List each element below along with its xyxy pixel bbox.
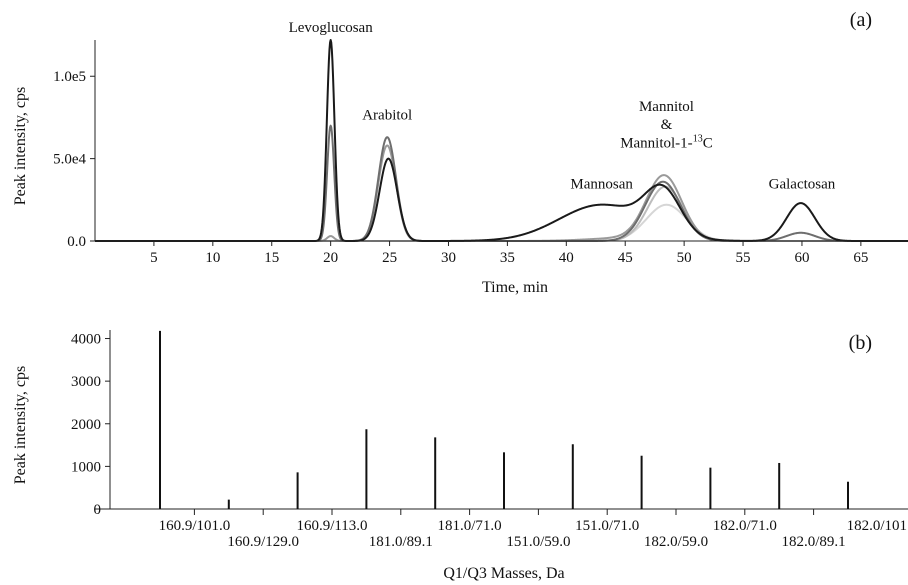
category-label: 181.0/89.1 [369, 534, 433, 550]
y-tick-label: 0.0 [67, 234, 86, 250]
x-tick-label: 35 [500, 250, 515, 266]
peak-label: Levoglucosan [289, 20, 374, 36]
peak-label: Mannosan [570, 177, 633, 193]
chromatogram-trace [94, 39, 908, 242]
x-axis-title-b: Q1/Q3 Masses, Da [443, 565, 564, 582]
category-label: 151.0/59.0 [506, 534, 570, 550]
bar-group [159, 330, 849, 509]
x-tick-label: 45 [618, 250, 633, 266]
chromatogram-axes: 5 10 15 20 25 30 35 40 45 50 55 60 65 0.0 5.0e4 1.0e5 [53, 40, 908, 266]
panel-label-a: (a) [850, 9, 872, 31]
category-labels: 160.9/101.0160.9/129.0160.9/113.0181.0/8… [159, 518, 908, 550]
x-tick-label: 55 [736, 250, 751, 266]
chromatogram-series-group [94, 39, 908, 242]
y-axis-title-a: Peak intensity, cps [12, 87, 29, 206]
x-tick-label: 40 [559, 250, 574, 266]
category-label: 181.0/71.0 [438, 518, 502, 534]
category-label: 160.9/113.0 [296, 518, 367, 534]
y-tick-label: 1000 [71, 459, 101, 475]
chromatogram-trace [94, 185, 908, 242]
category-label: 182.0/101.0 [847, 518, 908, 534]
chromatogram-trace [94, 144, 908, 242]
y-tick-label: 0 [94, 502, 102, 518]
peak-label: Mannitol [639, 99, 694, 115]
panel-label-b: (b) [849, 332, 872, 354]
y-axis-title-b: Peak intensity, cps [12, 366, 29, 485]
x-tick-label: 60 [794, 250, 809, 266]
category-label: 160.9/129.0 [227, 534, 299, 550]
peak-label: Galactosan [769, 177, 836, 193]
category-label: 151.0/71.0 [575, 518, 639, 534]
x-tick-label: 5 [150, 250, 158, 266]
peak-label: Mannitol-1-13C [620, 133, 713, 151]
chromatogram-panel: 5 10 15 20 25 30 35 40 45 50 55 60 65 0.0 5.0e4 1.0e5 L… [12, 9, 908, 296]
y-tick-label: 4000 [71, 332, 101, 348]
y-tick-label: 2000 [71, 417, 101, 433]
mrm-bar-panel: 0 1000 2000 3000 4000 160.9/101.0160.9/129.0… [12, 330, 908, 582]
x-tick-label: 15 [264, 250, 279, 266]
x-tick-label: 20 [323, 250, 338, 266]
x-axis-title-a: Time, min [482, 279, 548, 296]
y-tick-label: 5.0e4 [53, 152, 86, 168]
x-tick-label: 10 [205, 250, 220, 266]
category-label: 182.0/89.1 [782, 534, 846, 550]
peak-label: & [661, 117, 673, 133]
y-tick-label: 3000 [71, 374, 101, 390]
category-label: 160.9/101.0 [159, 518, 231, 534]
x-tick-label: 25 [382, 250, 397, 266]
x-tick-label: 30 [441, 250, 456, 266]
x-tick-label: 50 [677, 250, 692, 266]
peak-labels: Levoglucosan Arabitol Mannitol &Mannitol-1-… [289, 20, 836, 193]
peak-label: Arabitol [362, 107, 412, 123]
x-tick-label: 65 [853, 250, 868, 266]
category-label: 182.0/71.0 [713, 518, 777, 534]
y-tick-label: 1.0e5 [53, 69, 86, 85]
category-label: 182.0/59.0 [644, 534, 708, 550]
bar-axes: 0 1000 2000 3000 4000 [71, 330, 908, 518]
